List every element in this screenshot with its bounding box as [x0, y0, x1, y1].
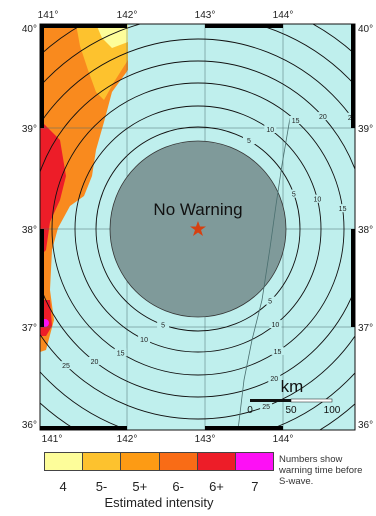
legend-label-3: 5+: [132, 479, 148, 494]
contour-label-25: 25: [262, 404, 270, 411]
intensity-legend: 4 5- 5+ 6- 6+ 7 Estimated intensity: [44, 452, 274, 512]
lat-tick-left-40: 40°: [22, 24, 37, 35]
contour-label-bg: [345, 112, 355, 121]
contour-labels: 5555101010101515151520202020252525253030…: [31, 112, 355, 439]
contour-label-30: 30: [249, 432, 257, 439]
contour-label-20: 20: [270, 376, 278, 383]
legend-swatch-6: [235, 453, 274, 470]
legend-label-4: 6-: [172, 479, 184, 494]
contour-label-bg: [268, 374, 281, 383]
lon-tick-top-141: 141°: [38, 10, 59, 21]
contour-label-bg: [271, 346, 284, 355]
contour-label-bg: [269, 320, 282, 329]
contour-label-bg: [287, 189, 300, 198]
contour-label-bg: [264, 296, 277, 305]
lon-tick-top-143: 143°: [195, 10, 216, 21]
legend-swatch-4: [159, 453, 198, 470]
lat-tick-left-37: 37°: [22, 323, 37, 334]
scale-unit-label: km: [281, 377, 304, 396]
contour-label-10: 10: [266, 127, 274, 134]
contour-label-15: 15: [292, 118, 300, 125]
legend-swatch-5: [197, 453, 236, 470]
frame-ticks: [40, 24, 355, 430]
legend-label-1: 4: [59, 479, 67, 494]
contour-label-15: 15: [339, 206, 347, 213]
legend-label-6: 7: [251, 479, 259, 494]
legend-label-5: 6+: [209, 479, 224, 494]
contour-10: [74, 105, 322, 353]
contour-label-bg: [316, 112, 329, 121]
contour-label-10: 10: [313, 197, 321, 204]
contour-20: [40, 60, 355, 398]
scale-tick-0: 0: [247, 405, 253, 416]
contour-label-20: 20: [91, 359, 99, 366]
contour-label-bg: [311, 194, 324, 203]
lon-tick-top-144: 144°: [273, 10, 294, 21]
contour-label-bg: [247, 430, 259, 438]
no-warning-label: No Warning: [153, 200, 242, 219]
contour-label-5: 5: [161, 322, 165, 329]
contour-label-25: 25: [62, 363, 70, 370]
legend-title: Estimated intensity: [104, 495, 214, 510]
contour-label-bg: [60, 361, 73, 370]
contour-label-5: 5: [247, 138, 251, 145]
scale-tick-50: 50: [285, 405, 297, 416]
contour-label-15: 15: [117, 350, 125, 357]
contour-label-bg: [243, 136, 255, 145]
lat-tick-left-36: 36°: [22, 420, 37, 431]
contour-label-bg: [264, 124, 277, 133]
legend-swatch-3: [121, 453, 160, 470]
lat-tick-right-39: 39°: [358, 124, 373, 135]
lat-tick-right-37: 37°: [358, 323, 373, 334]
legend-swatch-1: [45, 453, 84, 470]
lat-tick-left-38: 38°: [22, 225, 37, 236]
lat-tick-right-38: 38°: [358, 225, 373, 236]
contour-label-bg: [138, 335, 151, 344]
contour-label-5: 5: [268, 299, 272, 306]
contour-label-bg: [336, 204, 349, 213]
contour-label-bg: [88, 356, 101, 365]
contour-label-bg: [260, 401, 273, 410]
scale-tick-100: 100: [324, 405, 341, 416]
contour-label-10: 10: [140, 337, 148, 344]
legend-note: Numbers show warning time before S-wave.: [279, 454, 363, 487]
land-intensity-zone-red: [40, 120, 66, 256]
contour-label-15: 15: [274, 349, 282, 356]
contour-label-5: 5: [292, 192, 296, 199]
lon-tick-bottom-142: 142°: [117, 434, 138, 445]
lat-tick-left-39: 39°: [22, 124, 37, 135]
contour-label-10: 10: [272, 322, 280, 329]
contour-label-30: 30: [31, 363, 39, 370]
lon-tick-bottom-143: 143°: [195, 434, 216, 445]
lon-tick-bottom-141: 141°: [42, 434, 63, 445]
lat-tick-right-40: 40°: [358, 24, 373, 35]
land-intensity-zone: [40, 24, 128, 352]
contour-15: [51, 82, 345, 376]
epicenter-star: [190, 221, 206, 236]
contour-25: [40, 38, 355, 420]
contour-label-20: 20: [319, 114, 327, 121]
scale-bar: km 0 50 100: [247, 377, 341, 416]
map-border: [39, 23, 356, 431]
legend-labels: 4 5- 5+ 6- 6+ 7: [44, 479, 274, 494]
land-intensity-zone-light: [96, 24, 128, 48]
contour-label-bg: [157, 320, 170, 329]
contour-label-bg: [289, 116, 302, 125]
contour-label-bg: [114, 348, 127, 357]
lon-tick-top-142: 142°: [117, 10, 138, 21]
trench-line: [237, 117, 291, 430]
legend-label-2: 5-: [95, 479, 108, 494]
legend-swatch-2: [83, 453, 122, 470]
contour-label-bg: [40, 361, 41, 370]
lon-tick-bottom-144: 144°: [273, 434, 294, 445]
lat-tick-right-36: 36°: [358, 420, 373, 431]
legend-color-bar: [44, 452, 274, 471]
contour-5: [95, 126, 301, 332]
